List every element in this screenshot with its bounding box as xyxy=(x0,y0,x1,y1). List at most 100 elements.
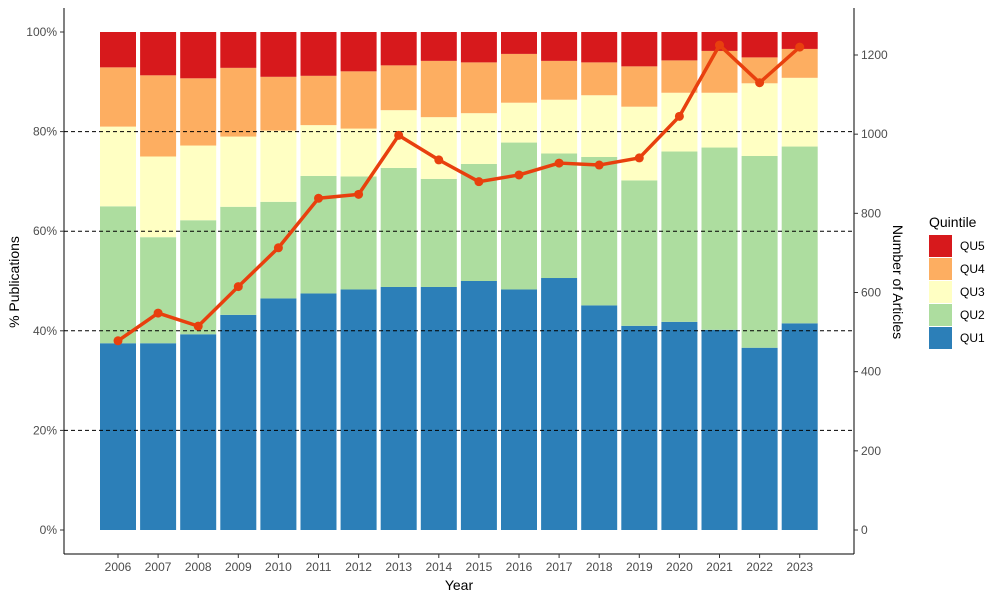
x-tick-label: 2017 xyxy=(546,560,573,574)
bar-qu4-2017 xyxy=(541,60,578,100)
y-tick-label: 0% xyxy=(40,523,58,537)
bar-qu2-2007 xyxy=(140,237,177,344)
bar-qu1-2009 xyxy=(220,314,257,530)
bar-qu5-2019 xyxy=(621,32,658,67)
bar-qu4-2019 xyxy=(621,66,658,107)
bar-qu2-2014 xyxy=(420,178,457,287)
x-tick-label: 2021 xyxy=(706,560,733,574)
bar-qu5-2015 xyxy=(460,32,497,63)
x-tick-label: 2015 xyxy=(466,560,493,574)
articles-point-2021 xyxy=(715,40,724,50)
y-tick-label: 40% xyxy=(33,324,57,338)
bar-qu5-2010 xyxy=(260,32,297,77)
y2-tick-label: 600 xyxy=(861,286,881,300)
articles-point-2008 xyxy=(193,321,203,331)
bar-qu1-2016 xyxy=(501,289,537,530)
bar-qu3-2012 xyxy=(340,128,377,177)
bar-qu3-2010 xyxy=(260,130,297,202)
bar-qu1-2013 xyxy=(380,286,417,530)
articles-point-2011 xyxy=(314,193,323,203)
bar-qu2-2021 xyxy=(701,147,738,330)
bar-qu5-2018 xyxy=(581,32,618,63)
bar-qu3-2016 xyxy=(501,102,537,143)
bar-qu2-2013 xyxy=(380,167,417,287)
y-axis-title: % Publications xyxy=(6,236,22,328)
legend-swatch-qu4 xyxy=(929,258,952,280)
articles-point-2016 xyxy=(514,170,524,180)
bar-qu2-2019 xyxy=(621,180,658,326)
x-tick-label: 2023 xyxy=(786,560,813,574)
bar-qu3-2006 xyxy=(100,126,136,207)
legend-swatch-qu2 xyxy=(929,304,952,326)
bar-qu1-2018 xyxy=(581,305,618,530)
legend-label-qu2: QU2 xyxy=(960,308,985,322)
reference-lines xyxy=(64,131,854,431)
bar-qu4-2016 xyxy=(501,53,537,103)
bar-qu1-2014 xyxy=(420,286,457,530)
bar-qu3-2020 xyxy=(661,92,698,152)
bar-qu1-2011 xyxy=(300,293,337,530)
bar-qu1-2019 xyxy=(621,325,658,530)
bar-qu3-2022 xyxy=(741,83,778,157)
bar-qu1-2023 xyxy=(781,323,818,530)
bar-qu4-2009 xyxy=(220,67,257,137)
y2-tick-label: 800 xyxy=(861,206,881,220)
bar-qu5-2020 xyxy=(661,32,698,61)
bars-layer xyxy=(100,32,818,530)
bar-qu2-2023 xyxy=(781,146,818,324)
legend-swatch-qu5 xyxy=(929,235,952,257)
articles-point-2019 xyxy=(634,153,644,163)
articles-point-2012 xyxy=(354,189,364,199)
y2-tick-label: 1000 xyxy=(861,127,888,141)
x-tick-label: 2011 xyxy=(306,560,332,574)
bar-qu4-2015 xyxy=(460,62,497,114)
bar-qu1-2015 xyxy=(460,281,497,530)
bar-qu4-2014 xyxy=(420,60,457,118)
bar-qu5-2013 xyxy=(380,32,417,66)
x-tick-label: 2006 xyxy=(105,560,132,574)
bar-qu5-2016 xyxy=(501,32,537,54)
y2-tick-label: 200 xyxy=(861,444,881,458)
bar-qu4-2007 xyxy=(140,75,177,157)
x-tick-label: 2009 xyxy=(225,560,252,574)
legend: Quintile QU5 QU4 QU3 QU2 QU1 xyxy=(929,214,985,349)
articles-point-2015 xyxy=(474,177,484,187)
x-tick-label: 2022 xyxy=(746,560,773,574)
articles-point-2018 xyxy=(594,160,604,170)
articles-point-2013 xyxy=(394,130,404,140)
y2-tick-label: 0 xyxy=(861,523,868,537)
bar-qu4-2013 xyxy=(380,65,417,111)
bar-qu4-2012 xyxy=(340,71,377,129)
x-tick-label: 2012 xyxy=(345,560,372,574)
bar-qu2-2017 xyxy=(541,153,578,279)
x-tick-label: 2010 xyxy=(265,560,292,574)
bar-qu2-2020 xyxy=(661,151,698,322)
bar-qu3-2017 xyxy=(541,99,578,154)
legend-label-qu3: QU3 xyxy=(960,285,985,299)
y2-tick-label: 1200 xyxy=(861,48,888,62)
bar-qu1-2008 xyxy=(180,334,217,530)
bar-qu1-2007 xyxy=(140,343,177,530)
articles-point-2022 xyxy=(755,78,765,88)
bar-qu5-2012 xyxy=(340,32,377,72)
articles-point-2006 xyxy=(113,336,123,346)
y2-axis-title: Number of Articles xyxy=(890,225,906,339)
bar-qu5-2023 xyxy=(781,32,818,49)
articles-point-2017 xyxy=(554,158,564,168)
bar-qu3-2018 xyxy=(581,95,618,157)
x-tick-label: 2014 xyxy=(425,560,452,574)
bar-qu4-2010 xyxy=(260,76,297,131)
bar-qu1-2017 xyxy=(541,278,578,530)
bar-qu3-2008 xyxy=(180,145,217,221)
bar-qu2-2022 xyxy=(741,156,778,348)
bar-qu3-2009 xyxy=(220,136,257,207)
bar-qu1-2006 xyxy=(100,343,136,530)
articles-point-2020 xyxy=(674,111,684,121)
y-tick-label: 60% xyxy=(33,224,57,238)
legend-title: Quintile xyxy=(929,214,977,230)
x-tick-label: 2008 xyxy=(185,560,212,574)
y-tick-label: 80% xyxy=(33,125,57,139)
bar-qu1-2022 xyxy=(741,347,778,530)
bar-qu1-2012 xyxy=(340,289,377,530)
